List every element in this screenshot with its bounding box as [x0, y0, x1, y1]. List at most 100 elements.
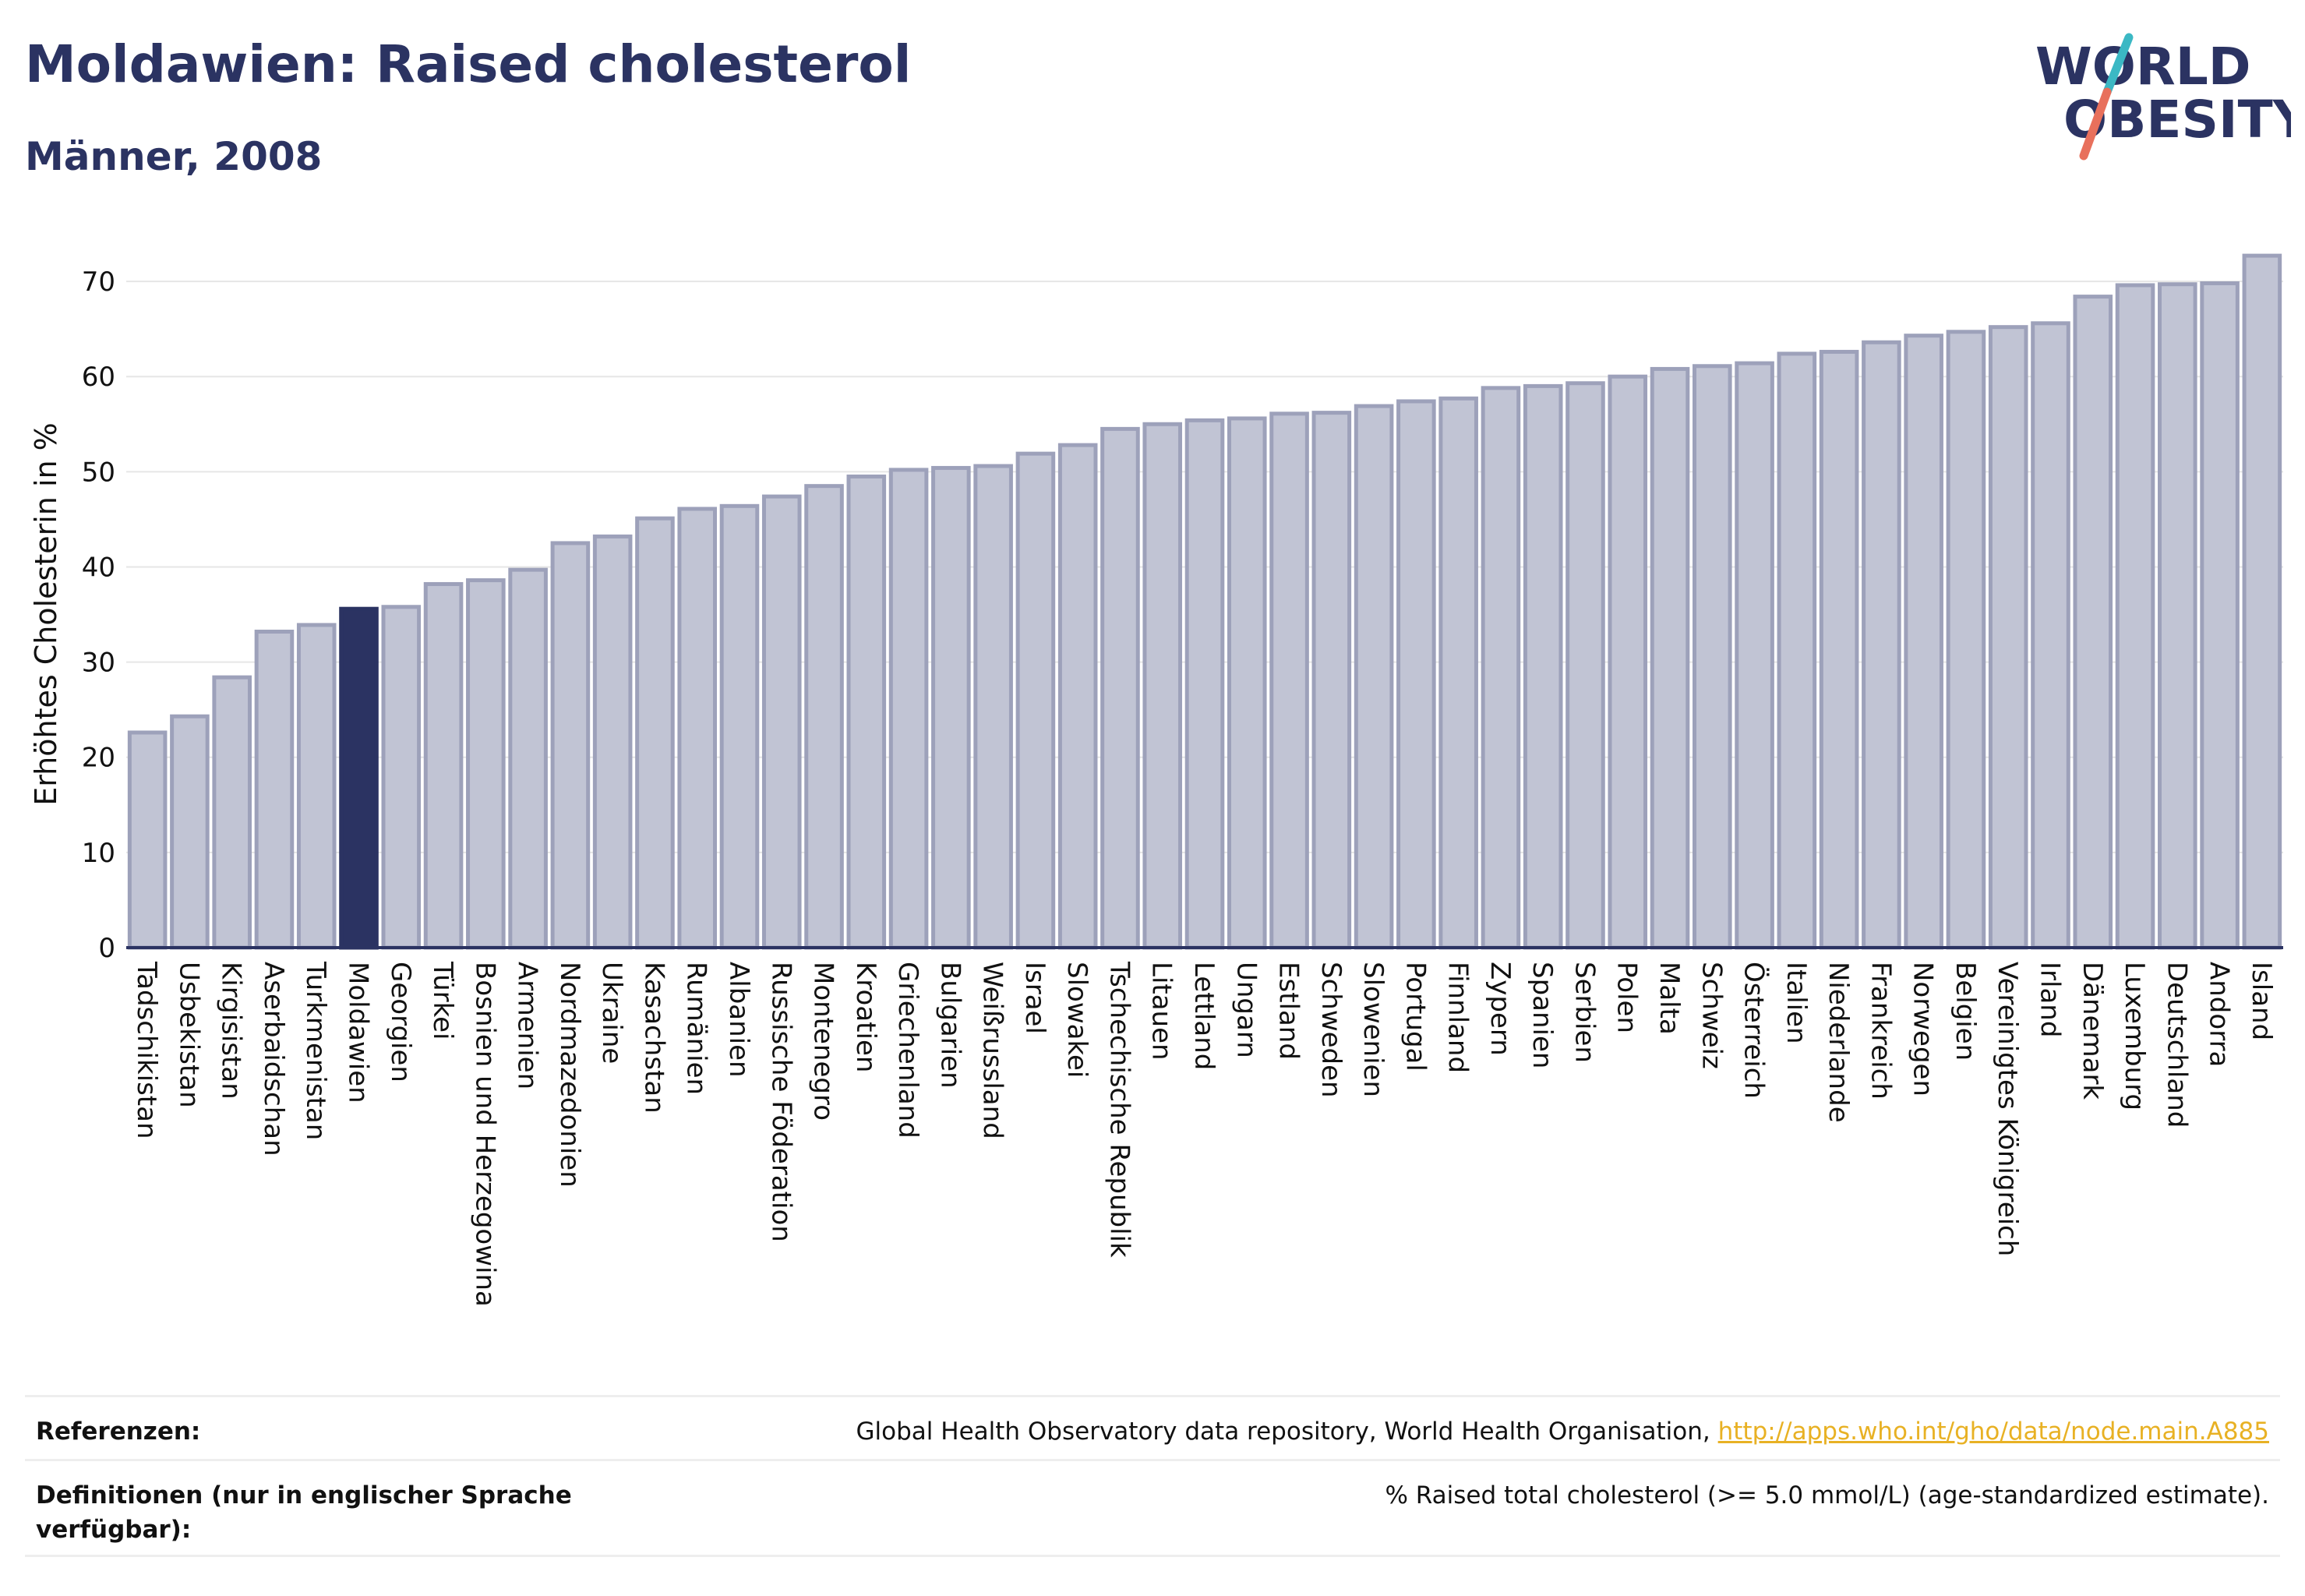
x-tick-label: Deutschland — [2161, 962, 2192, 1128]
y-axis-ticks: 0 10 20 30 40 50 60 70 — [82, 267, 115, 964]
bar-slowenien — [1354, 404, 1394, 950]
bar-israel — [1015, 451, 1056, 950]
bar-malta — [1650, 366, 1690, 950]
x-tick-label: Georgien — [385, 962, 416, 1082]
y-tick-label: 20 — [82, 743, 115, 774]
x-tick-label: Frankreich — [1865, 962, 1896, 1100]
bar-bosnien-und-herzegowina — [466, 578, 506, 950]
bar-andorra — [2200, 281, 2240, 950]
bar-lettland — [1184, 418, 1225, 950]
x-tick-label: Island — [2246, 962, 2277, 1040]
x-tick-label: Aserbaidschan — [258, 962, 289, 1156]
references-label: Referenzen: — [36, 1418, 201, 1446]
bar-usbekistan — [170, 714, 210, 950]
x-tick-label: Vereinigtes Königreich — [1992, 962, 2023, 1256]
x-tick-label: Moldawien — [343, 962, 374, 1103]
bar-zypern — [1481, 386, 1521, 950]
bar-kasachstan — [635, 516, 675, 950]
bar-moldawien — [339, 606, 379, 950]
bar-montenegro — [804, 484, 844, 950]
y-tick-label: 70 — [82, 267, 115, 298]
x-tick-label: Luxemburg — [2119, 962, 2150, 1110]
y-tick-label: 50 — [82, 457, 115, 488]
bar-schweiz — [1692, 364, 1732, 950]
x-tick-label: Polen — [1611, 962, 1643, 1033]
x-tick-label: Armenien — [512, 962, 543, 1089]
x-tick-label: Usbekistan — [173, 962, 204, 1108]
bar-ukraine — [592, 534, 633, 950]
bar-kroatien — [846, 474, 887, 950]
x-tick-label: Malta — [1654, 962, 1685, 1035]
world-obesity-logo: WORLD OBESITY — [2035, 33, 2291, 161]
x-tick-label: Ukraine — [596, 962, 627, 1064]
x-tick-label: Turkmenistan — [300, 961, 331, 1140]
bar-österreich — [1735, 361, 1774, 950]
page-title: Moldawien: Raised cholesterol — [25, 34, 912, 94]
x-tick-label: Kasachstan — [638, 962, 669, 1114]
x-tick-label: Belgien — [1950, 962, 1981, 1061]
bar-bulgarien — [931, 465, 971, 950]
x-tick-label: Israel — [1019, 962, 1050, 1034]
bar-türkei — [423, 581, 464, 950]
x-tick-label: Rumänien — [681, 962, 712, 1095]
bar-armenien — [508, 567, 548, 950]
references-link[interactable]: http://apps.who.int/gho/data/node.main.A… — [1717, 1418, 2269, 1446]
x-tick-label: Lettland — [1188, 962, 1220, 1070]
bar-polen — [1608, 374, 1648, 950]
bar-slowakei — [1057, 443, 1098, 950]
x-tick-label: Griechenland — [892, 962, 923, 1139]
x-tick-label: Finnland — [1442, 962, 1474, 1073]
bar-aserbaidschan — [254, 630, 295, 950]
bar-tschechische-republik — [1100, 426, 1140, 950]
x-tick-label: Irland — [2034, 962, 2065, 1037]
y-axis-title: Erhöhtes Cholesterin in % — [29, 422, 63, 806]
bars — [127, 253, 2282, 950]
y-tick-label: 10 — [82, 838, 115, 869]
x-tick-label: Norwegen — [1908, 962, 1939, 1096]
bar-rumänien — [677, 507, 718, 950]
bar-nordmazedonien — [550, 541, 591, 950]
bar-niederlande — [1819, 349, 1859, 950]
x-tick-label: Bosnien und Herzegowina — [469, 962, 500, 1307]
bar-russische-föderation — [761, 494, 802, 950]
bar-portugal — [1396, 399, 1436, 950]
y-tick-label: 60 — [82, 362, 115, 393]
bar-irland — [2031, 321, 2070, 950]
references-row: Referenzen: Global Health Observatory da… — [25, 1395, 2280, 1460]
logo-line1: WORLD — [2035, 37, 2251, 97]
x-tick-label: Italien — [1781, 962, 1812, 1044]
bar-island — [2242, 253, 2282, 950]
bar-ungarn — [1227, 416, 1267, 950]
bar-schweden — [1311, 411, 1352, 950]
bar-italien — [1777, 351, 1817, 950]
bar-norwegen — [1904, 334, 1943, 950]
definitions-label: Definitionen (nur in englischer Sprache … — [36, 1481, 572, 1544]
bar-serbien — [1565, 381, 1605, 950]
x-tick-label: Weißrussland — [977, 962, 1008, 1139]
x-tick-label: Slowenien — [1357, 962, 1389, 1097]
x-tick-label: Tadschikistan — [131, 961, 162, 1139]
x-tick-label: Tschechische Republik — [1103, 961, 1135, 1258]
x-tick-label: Niederlande — [1823, 962, 1854, 1123]
page-subtitle: Männer, 2008 — [25, 134, 323, 179]
bar-vereinigtes-königreich — [1988, 325, 2028, 950]
y-tick-label: 40 — [82, 552, 115, 583]
x-tick-label: Slowakei — [1061, 962, 1092, 1078]
bar-chart: 0 10 20 30 40 50 60 70 Tadschikistan Usbekistan K… — [29, 253, 2283, 1307]
bar-kirgisistan — [212, 675, 252, 950]
bar-georgien — [381, 605, 422, 950]
references-value: Global Health Observatory data repositor… — [856, 1414, 2269, 1449]
bar-finnland — [1438, 396, 1478, 950]
x-tick-label: Montenegro — [808, 962, 839, 1121]
bar-belgien — [1946, 330, 1986, 950]
x-tick-label: Zypern — [1484, 962, 1516, 1056]
x-tick-label: Portugal — [1400, 962, 1431, 1072]
bar-frankreich — [1862, 340, 1901, 950]
logo-slash-top — [2102, 33, 2134, 97]
bar-griechenland — [888, 468, 929, 950]
x-tick-label: Spanien — [1527, 962, 1558, 1068]
bar-albanien — [719, 503, 760, 950]
x-tick-label: Österreich — [1738, 962, 1770, 1099]
definitions-value: % Raised total cholesterol (>= 5.0 mmol/… — [1385, 1481, 2269, 1509]
x-tick-label: Bulgarien — [934, 962, 965, 1089]
